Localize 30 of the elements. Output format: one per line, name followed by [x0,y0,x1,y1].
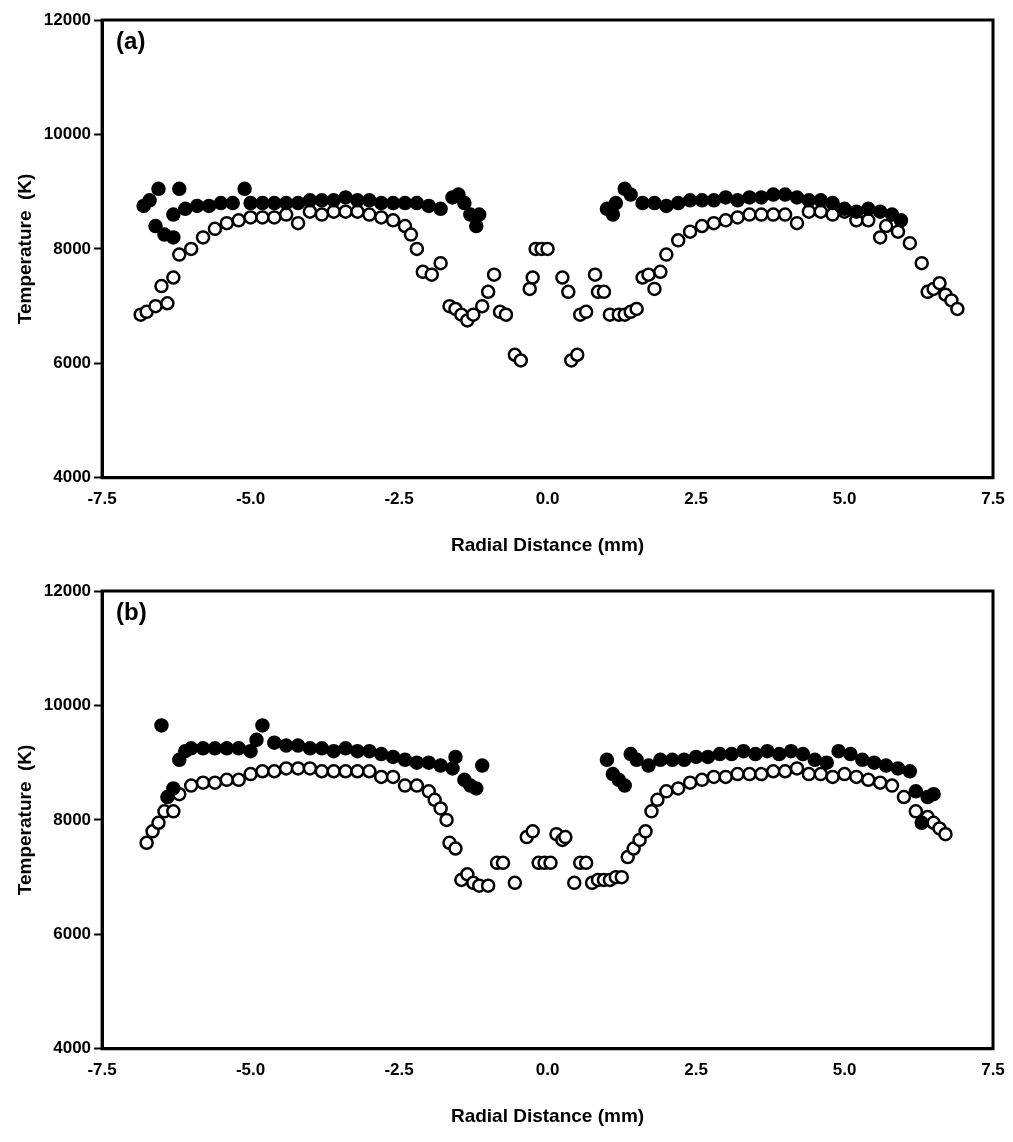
y-tick-label: 12000 [43,9,92,29]
y-tick-label: 8000 [53,238,92,258]
x-tick-label: 5.0 [832,1059,857,1079]
x-tick-label: 2.5 [684,1059,708,1079]
y-tick-label: 8000 [53,809,92,829]
y-tick-label: 4000 [53,1038,92,1058]
x-tick-label: 0.0 [535,488,560,508]
x-tick-label: -2.5 [384,1059,414,1079]
x-tick-label: 5.0 [832,488,857,508]
y-tick-label: 6000 [53,353,92,373]
y-tick-label: 10000 [43,124,92,144]
y-tick-label: 10000 [43,695,92,715]
annotation: (b) [116,597,147,625]
x-tick-label: -5.0 [235,1059,266,1079]
x-tick-label: 7.5 [981,488,1005,508]
x-tick-label: -2.5 [384,488,414,508]
x-axis-title: Radial Distance (mm) [450,533,645,555]
y-tick-label: 12000 [43,580,92,600]
x-tick-label: 7.5 [981,1059,1005,1079]
y-axis-title: Temperature (K) [13,173,35,325]
x-tick-label: -7.5 [87,1059,117,1079]
annotation: (a) [116,26,146,54]
x-tick-label: 0.0 [535,1059,560,1079]
y-tick-label: 6000 [53,924,92,944]
x-tick-label: 2.5 [684,488,708,508]
x-tick-label: -7.5 [87,488,117,508]
x-tick-label: -5.0 [235,488,266,508]
y-axis-title: Temperature (K) [13,744,35,896]
y-tick-label: 4000 [53,467,92,487]
x-axis-title: Radial Distance (mm) [450,1104,645,1126]
